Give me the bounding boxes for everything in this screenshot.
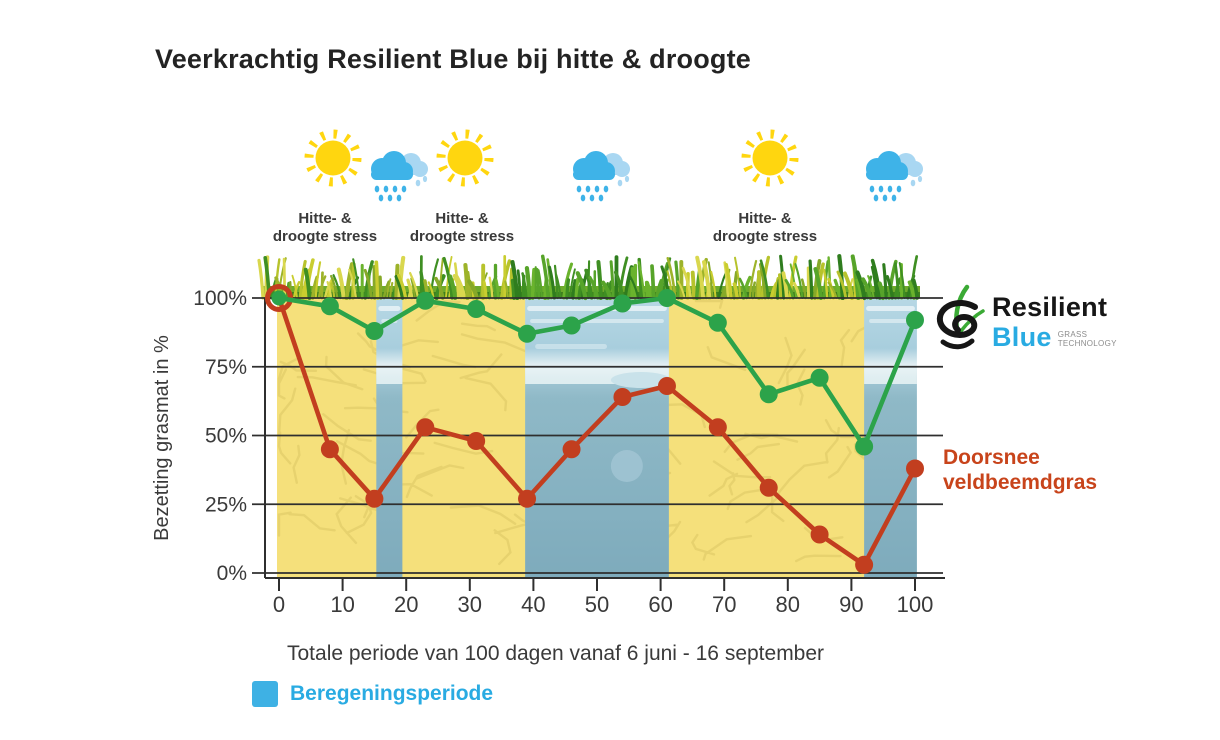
- x-tick-label: 20: [394, 592, 418, 617]
- stress-label: Hitte- & droogte stress: [272, 210, 378, 246]
- x-tick-label: 90: [839, 592, 863, 617]
- grass-strip: [257, 254, 920, 301]
- series-resilient-blue: [271, 289, 924, 456]
- y-tick-label: 25%: [205, 493, 247, 516]
- legend-label: Beregeningsperiode: [290, 682, 494, 705]
- stress-label: Hitte- & droogte stress: [409, 210, 515, 246]
- rain-cloud-icon: [562, 146, 634, 209]
- resilient-blue-logo: Resilient Blue GRASS TECHNOLOGY: [930, 284, 1117, 352]
- legend-irrigation: Beregeningsperiode: [252, 681, 493, 707]
- x-tick-label: 100: [897, 592, 934, 617]
- logo-swirl-icon: [936, 284, 985, 350]
- axes: 0 10 20 30 40 50 60 70 80 90 100: [264, 298, 945, 617]
- y-tick-label: 75%: [205, 356, 247, 379]
- x-tick-label: 0: [273, 592, 285, 617]
- y-tick-label: 50%: [205, 425, 247, 448]
- x-tick-label: 60: [648, 592, 672, 617]
- sun-icon: [740, 128, 800, 193]
- x-tick-label: 30: [458, 592, 482, 617]
- x-tick-label: 50: [585, 592, 609, 617]
- x-tick-label: 70: [712, 592, 736, 617]
- logo-text-blue: Blue: [992, 322, 1052, 352]
- y-tick-label: 100%: [193, 287, 247, 310]
- x-axis-caption: Totale periode van 100 dagen vanaf 6 jun…: [287, 642, 825, 665]
- irrigation-band: [376, 298, 403, 577]
- y-tick-label: 0%: [217, 562, 247, 585]
- gridlines: 0% 25% 50% 75% 100%: [193, 287, 943, 585]
- legend-swatch: [252, 681, 278, 707]
- irrigation-band: [525, 298, 671, 577]
- red-series-label: Doorsnee veldbeemdgras: [943, 446, 1098, 494]
- y-axis-title: Bezetting grasmat in %: [151, 335, 173, 541]
- logo-text-resilient: Resilient: [992, 292, 1108, 322]
- page-title: Veerkrachtig Resilient Blue bij hitte & …: [155, 44, 752, 74]
- rain-cloud-icon: [855, 146, 927, 209]
- rain-cloud-icon: [360, 146, 432, 209]
- stress-label: Hitte- & droogte stress: [712, 210, 818, 246]
- series-veldbeemdgras: [265, 284, 924, 574]
- x-tick-label: 10: [330, 592, 354, 617]
- sun-icon: [303, 128, 363, 193]
- logo-tagline: GRASS TECHNOLOGY: [1057, 329, 1117, 348]
- x-tick-label: 80: [776, 592, 800, 617]
- sun-icon: [435, 128, 495, 193]
- x-tick-label: 40: [521, 592, 545, 617]
